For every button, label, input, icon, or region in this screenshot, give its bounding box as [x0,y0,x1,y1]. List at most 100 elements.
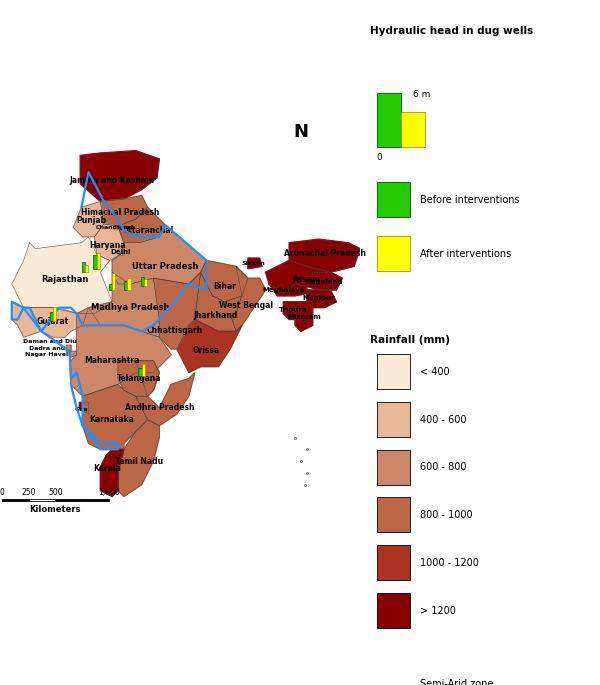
Text: Dadra and
Nagar Haveli: Dadra and Nagar Haveli [25,346,70,357]
Polygon shape [289,239,360,272]
Polygon shape [177,319,242,373]
Text: Tamil Nadu: Tamil Nadu [115,457,163,466]
Polygon shape [307,290,337,308]
Text: Uttaranchal: Uttaranchal [122,227,173,236]
Text: 400 - 600: 400 - 600 [420,414,467,425]
Text: 1,000: 1,000 [98,488,119,497]
Bar [124,281,127,290]
Polygon shape [71,308,171,396]
Text: Arunachal Pradesh: Arunachal Pradesh [284,249,365,258]
Text: Manipur: Manipur [302,295,335,301]
Text: Semi-Arid zone: Semi-Arid zone [420,679,493,685]
Bar [109,284,112,290]
Text: Gujarat: Gujarat [37,317,69,326]
Bar [53,307,56,321]
Bar [142,364,145,376]
Polygon shape [94,224,124,260]
Text: N: N [293,123,308,141]
Bar [401,112,425,147]
Text: Goa: Goa [74,407,88,412]
Polygon shape [200,260,248,302]
Bar [82,499,109,501]
Bar [94,256,97,269]
Polygon shape [118,208,165,242]
Text: 500: 500 [48,488,63,497]
Bar [127,277,131,290]
Text: 0: 0 [377,153,383,162]
Text: Tripura: Tripura [278,307,307,313]
Text: 250: 250 [22,488,36,497]
Bar [50,312,53,321]
Polygon shape [269,284,307,296]
Polygon shape [79,402,89,414]
Polygon shape [283,302,301,319]
Text: < 400: < 400 [420,367,449,377]
Text: Jammu and Kashmir: Jammu and Kashmir [69,175,155,185]
Text: Daman and Diu: Daman and Diu [23,339,76,345]
Text: Maharashtra: Maharashtra [85,356,140,365]
Polygon shape [73,201,104,237]
Polygon shape [248,258,262,269]
Text: 6 m: 6 m [413,90,430,99]
Text: Sikkim: Sikkim [242,261,266,266]
Text: 1000 - 1200: 1000 - 1200 [420,558,479,568]
Text: Kerala: Kerala [94,464,121,473]
Bar [377,667,410,685]
Bar [140,277,144,286]
Text: Haryana: Haryana [89,240,125,249]
Bar [377,402,410,437]
Polygon shape [112,225,206,284]
Polygon shape [100,195,148,226]
Polygon shape [70,351,77,358]
Bar [377,593,410,628]
Text: Rajasthan: Rajasthan [41,275,89,284]
Text: Himachal Pradesh: Himachal Pradesh [81,208,160,216]
Polygon shape [12,302,83,337]
Bar [377,449,410,485]
Bar [29,499,55,501]
Bar [85,265,88,272]
Bar [377,354,410,389]
Polygon shape [12,237,112,314]
Bar [2,499,29,501]
Polygon shape [195,272,242,332]
Polygon shape [118,420,160,497]
Polygon shape [154,272,200,349]
Text: Madhya Pradesh: Madhya Pradesh [91,303,169,312]
Text: Mizoram: Mizoram [287,314,322,320]
Text: Karnataka: Karnataka [89,415,134,424]
Polygon shape [118,249,123,255]
Polygon shape [136,361,195,425]
Text: Uttar Pradesh: Uttar Pradesh [132,262,199,271]
Polygon shape [100,449,124,497]
Text: Meghalaya: Meghalaya [262,287,305,293]
Polygon shape [115,226,118,229]
Bar [377,236,410,271]
Text: Delhi: Delhi [110,249,131,255]
Text: Chhattisgarh: Chhattisgarh [146,325,203,334]
Bar [144,279,148,286]
Text: Kilometers: Kilometers [30,506,81,514]
Text: 600 - 800: 600 - 800 [420,462,467,473]
Bar [139,369,142,376]
Polygon shape [80,151,160,201]
Text: > 1200: > 1200 [420,606,456,616]
Text: Orissa: Orissa [193,346,220,355]
Bar [82,262,85,272]
Polygon shape [66,345,71,351]
Text: Assam: Assam [293,275,321,284]
Text: Rainfall (mm): Rainfall (mm) [370,335,449,345]
Bar [55,499,82,501]
Polygon shape [83,384,148,449]
Text: Telangana: Telangana [117,374,161,383]
Text: After interventions: After interventions [420,249,511,259]
Bar [97,253,100,269]
Text: 0: 0 [0,488,5,497]
Text: Punjab: Punjab [76,216,106,225]
Text: 800 - 1000: 800 - 1000 [420,510,473,520]
Bar [377,497,410,532]
Text: Before interventions: Before interventions [420,195,520,205]
Text: West Bengal: West Bengal [218,301,272,310]
Text: Chandigarh: Chandigarh [96,225,136,230]
Bar [377,93,401,147]
